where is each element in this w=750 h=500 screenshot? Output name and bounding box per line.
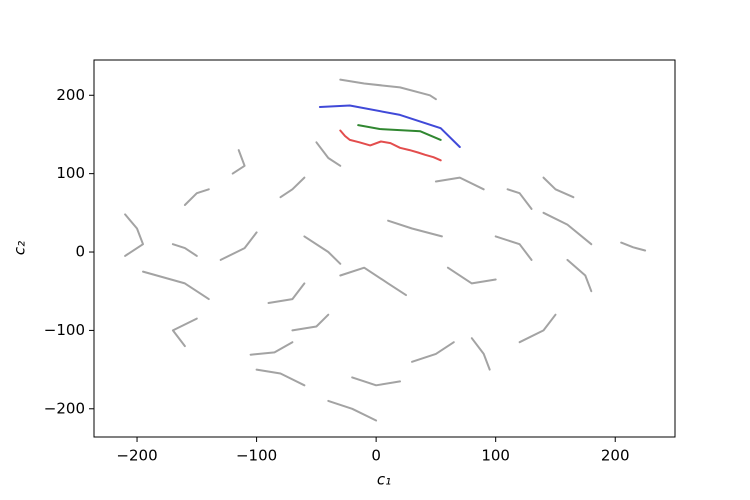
y-tick-label: −100	[44, 321, 85, 339]
y-axis-label: c₂	[11, 241, 29, 255]
series-line	[620, 241, 647, 252]
series-line	[470, 337, 491, 371]
x-tick-label: 200	[601, 447, 630, 465]
series-line	[219, 231, 258, 261]
series-line	[171, 243, 198, 257]
y-tick-label: 100	[56, 164, 85, 182]
series-line	[255, 368, 306, 387]
series-line	[542, 176, 575, 199]
series-line	[303, 235, 342, 265]
series-line	[231, 149, 246, 175]
y-tick-label: 200	[56, 86, 85, 104]
axes-frame	[93, 59, 676, 438]
series-line	[411, 341, 455, 363]
series-line	[518, 313, 557, 344]
series-line	[267, 282, 306, 304]
x-tick-label: 0	[371, 447, 381, 465]
series-line	[142, 270, 210, 301]
series-line	[124, 213, 144, 257]
series-line	[339, 78, 437, 101]
series-line	[327, 399, 378, 422]
series-line	[315, 141, 342, 167]
series-line	[434, 176, 485, 191]
series-line	[494, 235, 533, 261]
x-tick-label: 100	[481, 447, 510, 465]
series-line	[249, 341, 294, 356]
series-line	[339, 266, 407, 297]
x-tick-label: −200	[116, 447, 157, 465]
series-line	[542, 211, 593, 246]
series-line	[387, 219, 443, 238]
series-line	[279, 176, 306, 199]
series-line	[183, 188, 210, 206]
series-line	[291, 313, 330, 332]
x-tick-label: −100	[236, 447, 277, 465]
series-line	[318, 104, 461, 148]
series-line	[506, 188, 533, 210]
series-line	[357, 124, 442, 141]
series-line	[446, 266, 497, 285]
x-axis-label: c₁	[377, 471, 391, 489]
series-line	[171, 317, 198, 348]
series-line	[566, 258, 593, 293]
y-tick-label: 0	[75, 243, 85, 261]
series-line	[339, 129, 442, 162]
series-line	[351, 376, 401, 387]
y-tick-label: −200	[44, 399, 85, 417]
